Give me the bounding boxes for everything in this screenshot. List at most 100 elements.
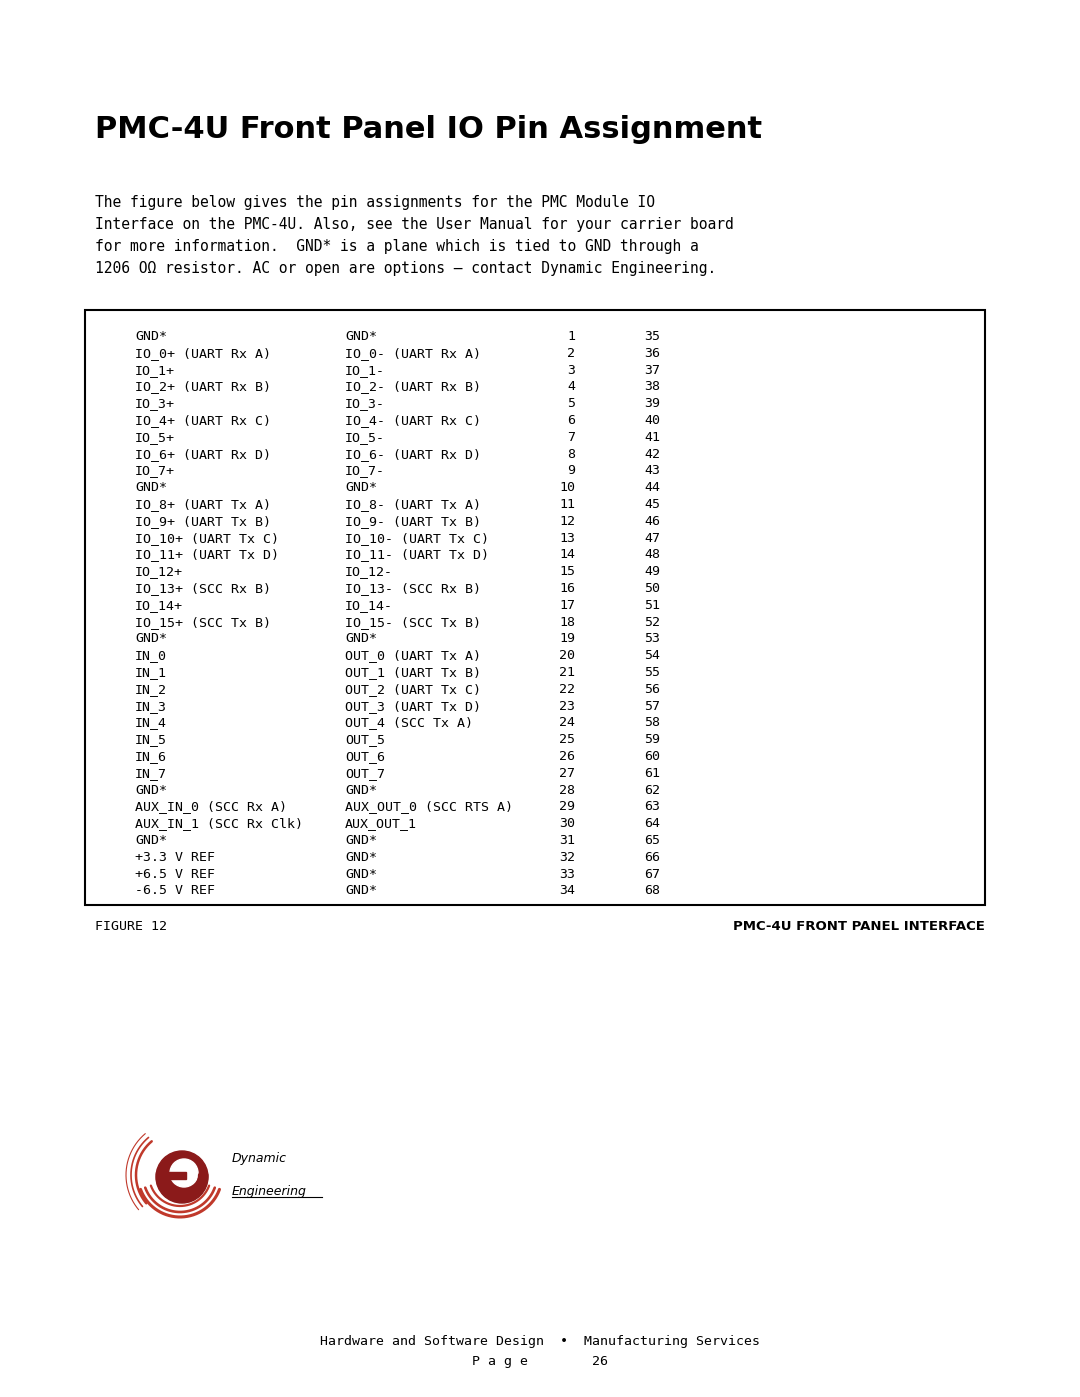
Text: 40: 40 <box>644 414 660 427</box>
Text: 44: 44 <box>644 481 660 495</box>
Text: IO_7-: IO_7- <box>345 464 384 478</box>
Text: IO_8+ (UART Tx A): IO_8+ (UART Tx A) <box>135 497 271 511</box>
Text: OUT_0 (UART Tx A): OUT_0 (UART Tx A) <box>345 650 481 662</box>
Text: IO_14-: IO_14- <box>345 599 393 612</box>
Text: GND*: GND* <box>135 834 167 847</box>
Text: 37: 37 <box>644 363 660 377</box>
Text: 35: 35 <box>644 330 660 344</box>
Text: 8: 8 <box>567 447 575 461</box>
Text: IO_12+: IO_12+ <box>135 566 183 578</box>
Text: 30: 30 <box>559 817 575 830</box>
Text: IN_3: IN_3 <box>135 700 167 712</box>
Text: GND*: GND* <box>135 633 167 645</box>
Text: 6: 6 <box>567 414 575 427</box>
Text: AUX_IN_1 (SCC Rx Clk): AUX_IN_1 (SCC Rx Clk) <box>135 817 303 830</box>
Text: IN_0: IN_0 <box>135 650 167 662</box>
Text: PMC-4U FRONT PANEL INTERFACE: PMC-4U FRONT PANEL INTERFACE <box>733 921 985 933</box>
Text: IO_9- (UART Tx B): IO_9- (UART Tx B) <box>345 515 481 528</box>
Text: GND*: GND* <box>135 481 167 495</box>
Text: 9: 9 <box>567 464 575 478</box>
Text: GND*: GND* <box>345 868 377 880</box>
Text: IO_1-: IO_1- <box>345 363 384 377</box>
Bar <box>156 1172 186 1179</box>
Text: 53: 53 <box>644 633 660 645</box>
Text: IO_4- (UART Rx C): IO_4- (UART Rx C) <box>345 414 481 427</box>
Text: 48: 48 <box>644 549 660 562</box>
Text: OUT_7: OUT_7 <box>345 767 384 780</box>
Text: 25: 25 <box>559 733 575 746</box>
Text: 62: 62 <box>644 784 660 796</box>
Text: GND*: GND* <box>345 633 377 645</box>
Text: 36: 36 <box>644 346 660 360</box>
Text: IN_7: IN_7 <box>135 767 167 780</box>
Text: IO_2+ (UART Rx B): IO_2+ (UART Rx B) <box>135 380 271 394</box>
Text: IO_13+ (SCC Rx B): IO_13+ (SCC Rx B) <box>135 583 271 595</box>
Circle shape <box>156 1151 208 1203</box>
Text: IN_6: IN_6 <box>135 750 167 763</box>
Text: IO_10+ (UART Tx C): IO_10+ (UART Tx C) <box>135 532 279 545</box>
Text: 58: 58 <box>644 717 660 729</box>
Text: IO_13- (SCC Rx B): IO_13- (SCC Rx B) <box>345 583 481 595</box>
Text: GND*: GND* <box>345 784 377 796</box>
Text: 22: 22 <box>559 683 575 696</box>
Text: IO_3-: IO_3- <box>345 397 384 411</box>
Text: 12: 12 <box>559 515 575 528</box>
Text: 5: 5 <box>567 397 575 411</box>
Text: 50: 50 <box>644 583 660 595</box>
Text: 1: 1 <box>567 330 575 344</box>
Text: IO_0+ (UART Rx A): IO_0+ (UART Rx A) <box>135 346 271 360</box>
Text: 31: 31 <box>559 834 575 847</box>
Text: 55: 55 <box>644 666 660 679</box>
Text: OUT_3 (UART Tx D): OUT_3 (UART Tx D) <box>345 700 481 712</box>
Text: +3.3 V REF: +3.3 V REF <box>135 851 215 863</box>
Text: OUT_1 (UART Tx B): OUT_1 (UART Tx B) <box>345 666 481 679</box>
Text: IO_6+ (UART Rx D): IO_6+ (UART Rx D) <box>135 447 271 461</box>
Text: IO_1+: IO_1+ <box>135 363 175 377</box>
Text: IN_5: IN_5 <box>135 733 167 746</box>
Text: 27: 27 <box>559 767 575 780</box>
Text: AUX_OUT_1: AUX_OUT_1 <box>345 817 417 830</box>
Text: IO_14+: IO_14+ <box>135 599 183 612</box>
Text: 56: 56 <box>644 683 660 696</box>
Text: The figure below gives the pin assignments for the PMC Module IO: The figure below gives the pin assignmen… <box>95 196 654 210</box>
Text: IO_6- (UART Rx D): IO_6- (UART Rx D) <box>345 447 481 461</box>
Text: 39: 39 <box>644 397 660 411</box>
Text: IO_10- (UART Tx C): IO_10- (UART Tx C) <box>345 532 489 545</box>
Text: IO_0- (UART Rx A): IO_0- (UART Rx A) <box>345 346 481 360</box>
Circle shape <box>170 1160 198 1187</box>
Text: 29: 29 <box>559 800 575 813</box>
Text: for more information.  GND* is a plane which is tied to GND through a: for more information. GND* is a plane wh… <box>95 239 699 254</box>
Text: 38: 38 <box>644 380 660 394</box>
Text: 20: 20 <box>559 650 575 662</box>
Text: IO_11- (UART Tx D): IO_11- (UART Tx D) <box>345 549 489 562</box>
Text: FIGURE 12: FIGURE 12 <box>95 921 167 933</box>
Text: GND*: GND* <box>345 884 377 897</box>
Text: 60: 60 <box>644 750 660 763</box>
Text: PMC-4U Front Panel IO Pin Assignment: PMC-4U Front Panel IO Pin Assignment <box>95 115 762 144</box>
Text: Dynamic: Dynamic <box>232 1153 287 1165</box>
Text: IN_4: IN_4 <box>135 717 167 729</box>
Text: IO_8- (UART Tx A): IO_8- (UART Tx A) <box>345 497 481 511</box>
Text: 26: 26 <box>559 750 575 763</box>
Text: 23: 23 <box>559 700 575 712</box>
Text: 45: 45 <box>644 497 660 511</box>
Text: 43: 43 <box>644 464 660 478</box>
Text: IO_7+: IO_7+ <box>135 464 175 478</box>
Text: IO_11+ (UART Tx D): IO_11+ (UART Tx D) <box>135 549 279 562</box>
Text: 61: 61 <box>644 767 660 780</box>
Text: 14: 14 <box>559 549 575 562</box>
Text: 21: 21 <box>559 666 575 679</box>
Text: 33: 33 <box>559 868 575 880</box>
Text: Hardware and Software Design  •  Manufacturing Services: Hardware and Software Design • Manufactu… <box>320 1336 760 1348</box>
Text: 57: 57 <box>644 700 660 712</box>
Text: 13: 13 <box>559 532 575 545</box>
Text: AUX_OUT_0 (SCC RTS A): AUX_OUT_0 (SCC RTS A) <box>345 800 513 813</box>
Text: 51: 51 <box>644 599 660 612</box>
Text: 66: 66 <box>644 851 660 863</box>
Text: 34: 34 <box>559 884 575 897</box>
Text: GND*: GND* <box>345 481 377 495</box>
Bar <box>85 310 985 905</box>
Text: -6.5 V REF: -6.5 V REF <box>135 884 215 897</box>
Text: 1206 OΩ resistor. AC or open are options – contact Dynamic Engineering.: 1206 OΩ resistor. AC or open are options… <box>95 261 716 277</box>
Text: IO_2- (UART Rx B): IO_2- (UART Rx B) <box>345 380 481 394</box>
